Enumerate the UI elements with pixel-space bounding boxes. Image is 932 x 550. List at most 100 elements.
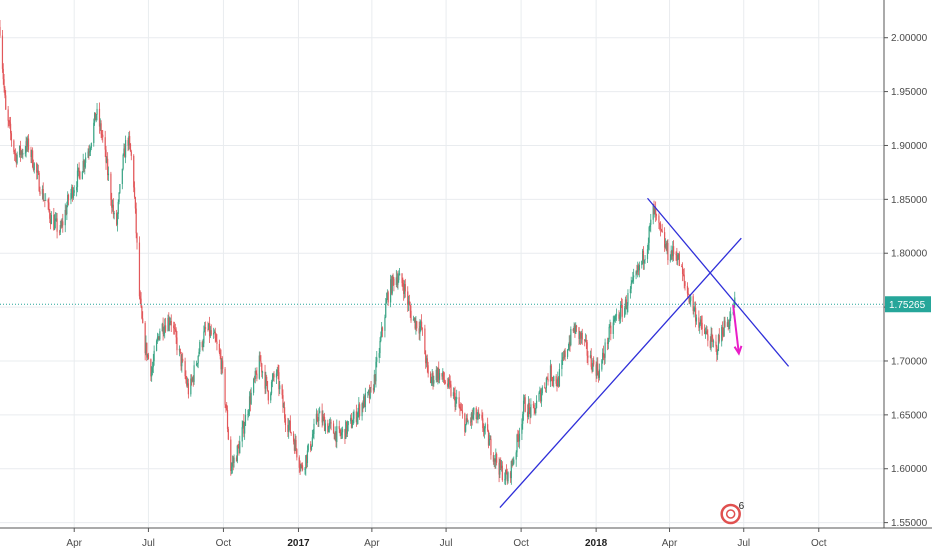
candle-body: [432, 373, 434, 384]
candle: [208, 323, 210, 331]
arrow-shaft[interactable]: [732, 304, 740, 354]
candle-body: [104, 137, 106, 150]
candle-body: [179, 348, 181, 352]
candle: [473, 407, 475, 421]
arrow-head-icon[interactable]: [733, 345, 743, 356]
candle-body: [547, 378, 549, 382]
candle: [328, 418, 331, 433]
candle-body: [184, 361, 186, 377]
candle: [279, 381, 281, 395]
candle: [345, 419, 347, 440]
candle: [649, 222, 651, 232]
candle-body: [573, 325, 575, 332]
candle-body: [602, 352, 605, 358]
candle-body: [590, 355, 592, 367]
candle-body: [49, 210, 51, 219]
candle: [606, 337, 609, 351]
candle-body: [528, 403, 530, 408]
candle-body: [443, 379, 446, 382]
candle: [30, 146, 32, 164]
candle-body: [235, 457, 238, 462]
candle-body: [629, 288, 631, 294]
candle: [112, 198, 114, 219]
candle: [729, 311, 731, 333]
candle: [300, 463, 302, 472]
candle-body: [49, 218, 52, 224]
candle-body: [368, 390, 370, 393]
candle: [550, 363, 552, 382]
price-axis[interactable]: 2.000001.950001.900001.850001.800001.750…: [883, 0, 928, 529]
candle-body: [151, 367, 154, 373]
candle: [515, 450, 517, 467]
candle: [204, 321, 207, 336]
candle-body: [584, 339, 586, 342]
candle-body: [255, 371, 257, 374]
candle: [284, 414, 287, 433]
candle-body: [81, 171, 83, 180]
candle-body: [374, 374, 376, 382]
candle-body: [472, 414, 474, 419]
candle-body: [496, 453, 498, 463]
candle: [10, 130, 13, 147]
trendline-annotations[interactable]: [499, 197, 790, 508]
candle: [584, 333, 587, 343]
candle: [615, 308, 618, 321]
candle-body: [153, 350, 155, 362]
candle-body: [644, 259, 646, 260]
candle-body: [202, 343, 204, 348]
events-badge[interactable]: 6: [720, 501, 745, 525]
candle-body: [579, 332, 581, 339]
candle: [287, 417, 289, 437]
candle: [123, 143, 125, 157]
candle: [118, 191, 120, 205]
candle: [27, 135, 29, 152]
candle-body: [535, 400, 538, 409]
candle: [195, 360, 198, 367]
candle: [496, 452, 498, 466]
candle: [197, 355, 199, 369]
candle: [535, 395, 538, 409]
forecast-arrow[interactable]: [732, 304, 743, 356]
candle: [379, 337, 381, 358]
candle-body: [677, 259, 679, 261]
candle: [659, 221, 662, 237]
candle: [420, 320, 422, 332]
trendline[interactable]: [499, 237, 742, 508]
candle: [357, 407, 359, 425]
candle-body: [90, 143, 92, 148]
candle-body: [96, 108, 98, 115]
candle-body: [585, 339, 587, 343]
candle: [551, 376, 553, 387]
candle-body: [367, 392, 369, 394]
candle-body: [315, 413, 318, 424]
candle-body: [661, 230, 663, 233]
candle: [511, 458, 513, 468]
candle-body: [247, 414, 249, 416]
candle: [476, 412, 478, 420]
candle: [167, 314, 169, 332]
price-axis-label: 1.95000: [891, 87, 928, 98]
candle-body: [364, 393, 366, 408]
candle-body: [607, 339, 609, 344]
candle-body: [77, 167, 79, 171]
candle-body: [527, 411, 529, 417]
candle: [477, 409, 479, 424]
candle-body: [45, 200, 47, 201]
candle-body: [168, 317, 170, 326]
candle: [652, 203, 654, 225]
time-axis[interactable]: Apr Jul Oct 2017 Apr Jul Oct 2018 Apr Jul Oct: [0, 527, 932, 549]
candle: [316, 410, 318, 423]
candle: [523, 394, 525, 404]
events-badge-icon[interactable]: [720, 503, 741, 525]
candle: [102, 130, 104, 143]
candle-body: [686, 285, 689, 294]
candle-body: [48, 202, 50, 211]
candle-body: [620, 304, 623, 306]
candle-body: [516, 434, 518, 453]
candle-body: [89, 147, 92, 152]
candle: [500, 459, 503, 472]
candle: [1, 30, 4, 73]
trendline[interactable]: [647, 197, 790, 367]
candle: [157, 333, 159, 342]
